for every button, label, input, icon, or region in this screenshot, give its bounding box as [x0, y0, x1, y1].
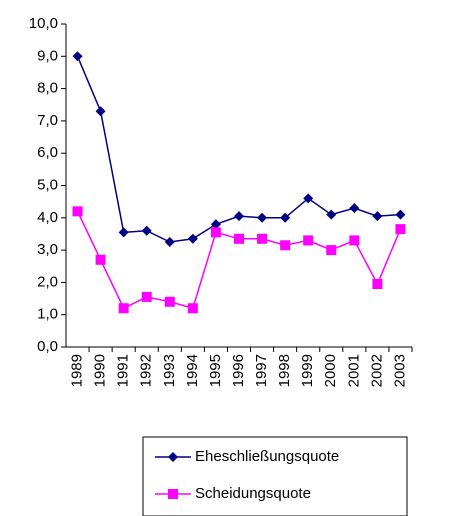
x-tick-label: 1999 [299, 354, 316, 387]
data-point [210, 227, 221, 238]
data-point [234, 233, 244, 244]
data-point [349, 203, 360, 214]
x-tick-label: 2003 [391, 354, 408, 387]
x-tick-label: 2000 [322, 354, 339, 387]
y-tick-label: 3,0 [37, 241, 58, 258]
data-point [349, 235, 360, 246]
x-tick-label: 1991 [115, 354, 132, 387]
data-point [280, 212, 291, 223]
x-tick-label: 1989 [69, 354, 86, 387]
data-point [372, 279, 383, 290]
data-point [234, 211, 244, 222]
y-tick-label: 6,0 [37, 144, 58, 161]
data-point [257, 212, 268, 223]
data-point [164, 237, 175, 248]
legend-label: Scheidungsquote [195, 485, 311, 502]
data-point [257, 233, 268, 244]
data-point [118, 227, 129, 238]
data-point [95, 254, 106, 265]
data-point [210, 219, 221, 230]
legend-marker [168, 489, 178, 499]
x-tick-label: 1996 [230, 354, 247, 387]
y-tick-label: 5,0 [37, 176, 58, 193]
data-point [395, 224, 406, 235]
y-tick-label: 0,0 [37, 338, 58, 355]
x-tick-label: 1994 [184, 354, 201, 387]
legend-label: Eheschließungsquote [195, 448, 339, 465]
data-point [326, 209, 337, 220]
legend-marker [168, 452, 178, 462]
x-tick-label: 1995 [207, 354, 224, 387]
y-tick-label: 2,0 [37, 273, 58, 290]
legend-box [142, 436, 408, 516]
data-point [303, 193, 314, 204]
y-tick-label: 8,0 [37, 80, 58, 97]
y-tick-label: 9,0 [37, 47, 58, 64]
data-point [395, 209, 406, 220]
x-tick-label: 1990 [92, 354, 109, 387]
series-line [76, 211, 402, 310]
x-tick-label: 1998 [276, 354, 293, 387]
data-point [141, 291, 152, 302]
y-tick-label: 4,0 [37, 209, 58, 226]
data-point [280, 240, 291, 251]
y-tick-label: 7,0 [37, 112, 58, 129]
y-tick-label: 1,0 [37, 306, 58, 323]
data-point [141, 225, 152, 236]
y-tick-label: 10,0 [29, 15, 58, 32]
data-point [303, 235, 314, 246]
data-point [326, 245, 337, 256]
data-point [72, 51, 83, 62]
x-tick-label: 2002 [368, 354, 385, 387]
data-point [372, 211, 383, 222]
data-point [95, 106, 106, 117]
x-tick-label: 1992 [138, 354, 155, 387]
x-tick-label: 2001 [345, 354, 362, 387]
x-tick-label: 1993 [161, 354, 178, 387]
data-point [118, 303, 129, 314]
data-point [187, 303, 198, 314]
x-tick-label: 1997 [253, 354, 270, 387]
data-point [187, 233, 198, 244]
data-point [72, 206, 83, 217]
data-point [164, 296, 175, 307]
